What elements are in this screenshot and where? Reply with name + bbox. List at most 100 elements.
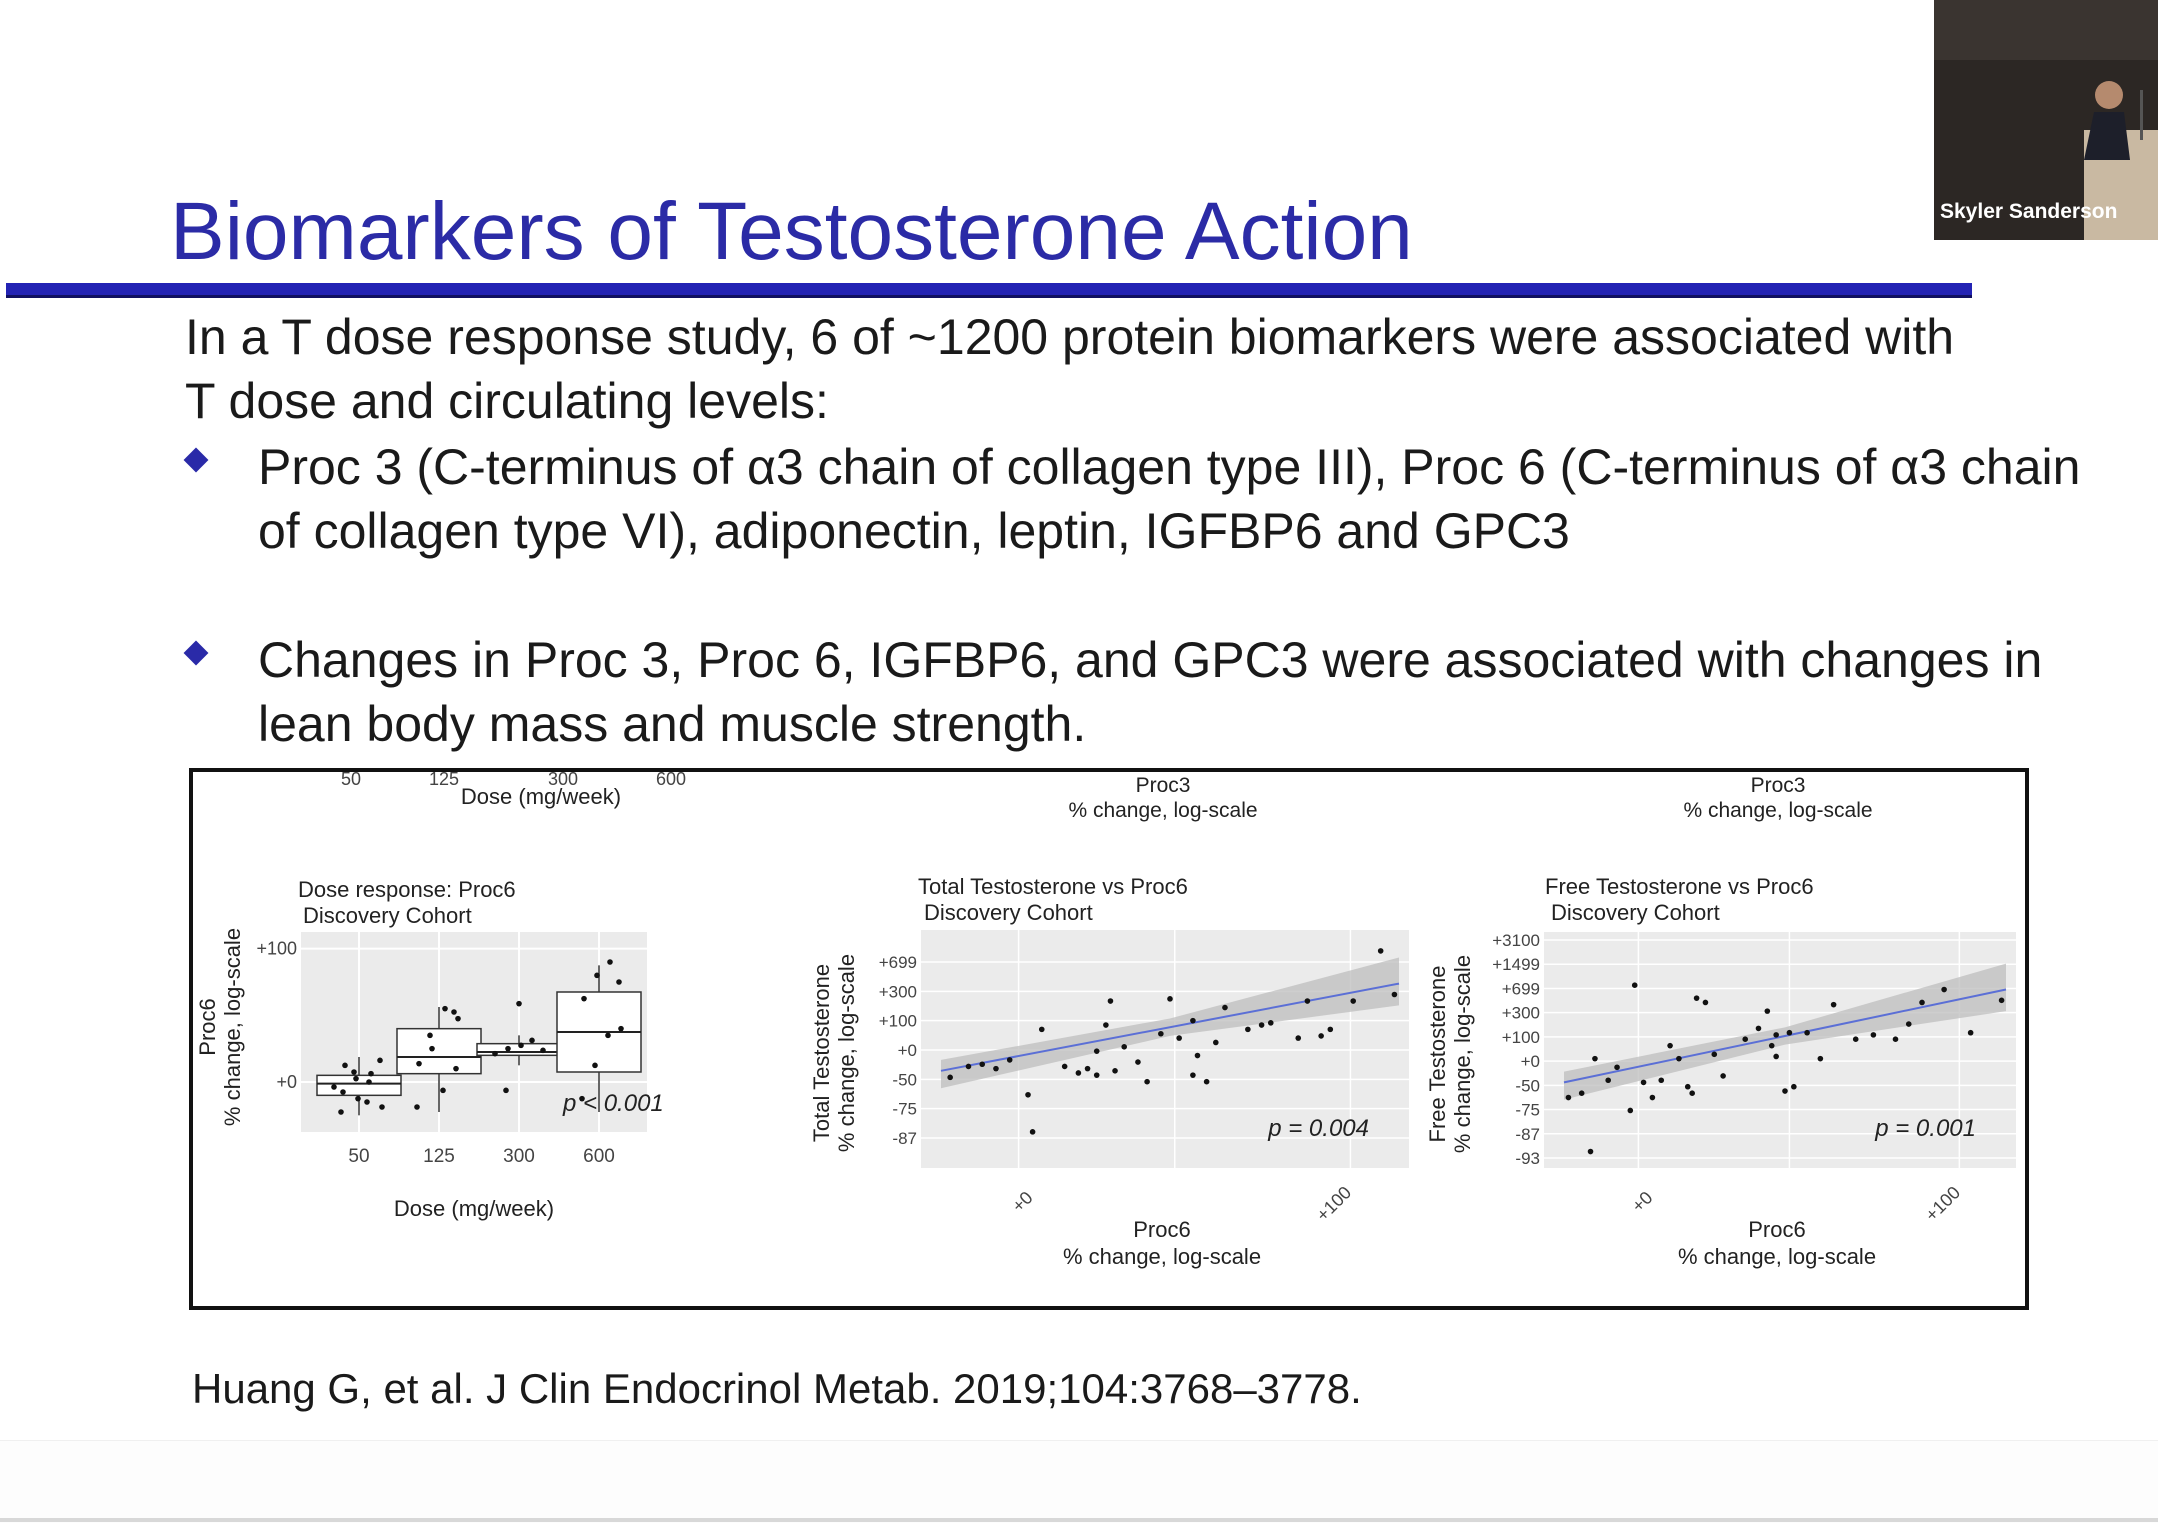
data-point <box>1144 1078 1150 1085</box>
data-point <box>1768 1042 1775 1049</box>
figure-panel: 50 125 300 600 Dose (mg/week) Dose response: … <box>189 768 2029 1310</box>
presenter-video-tile[interactable]: Skyler Sanderson <box>1934 0 2158 240</box>
confidence-band <box>1564 963 2006 1100</box>
data-point <box>1093 1048 1100 1054</box>
data-point <box>1350 998 1356 1004</box>
y-tick-label: -50 <box>892 1070 917 1089</box>
data-point <box>581 995 587 1002</box>
data-point <box>368 1070 374 1077</box>
data-point <box>1773 1053 1779 1060</box>
y-tick-label: +3100 <box>1492 931 1540 950</box>
p-value-annotation: p < 0.001 <box>562 1090 664 1117</box>
data-point <box>1167 996 1173 1002</box>
data-point <box>331 1084 337 1090</box>
diamond-bullet-icon <box>183 640 209 666</box>
data-point <box>414 1104 420 1110</box>
plot-area <box>1544 932 2016 1168</box>
data-point <box>355 1095 361 1102</box>
data-point <box>1605 1077 1611 1084</box>
data-point <box>1587 1148 1594 1155</box>
data-point <box>366 1079 372 1085</box>
data-point <box>1892 1036 1899 1042</box>
data-point <box>1327 1026 1334 1033</box>
data-point <box>618 1025 624 1032</box>
p-value-annotation: p = 0.001 <box>1874 1115 1976 1142</box>
data-point <box>1693 995 1700 1001</box>
cut-top-tick-label: 600 <box>656 772 686 789</box>
data-point <box>338 1109 344 1115</box>
data-point <box>1377 948 1384 954</box>
data-point <box>1318 1033 1324 1039</box>
cut-top-axis-label: Dose (mg/week) <box>461 784 621 809</box>
y-tick-label: -93 <box>1515 1149 1540 1168</box>
y-axis-label: % change, log-scale <box>220 928 245 1126</box>
bullet-text: Changes in Proc 3, Proc 6, IGFBP6, and G… <box>258 632 2043 752</box>
data-point <box>1720 1073 1726 1079</box>
y-tick-label: -87 <box>1515 1125 1540 1144</box>
fit-line <box>940 982 1400 1072</box>
cut-top-title: % change, log-scale <box>1683 799 1872 822</box>
y-tick-label: +699 <box>879 953 917 972</box>
data-point <box>1190 1017 1196 1024</box>
y-tick-label: +300 <box>1502 1004 1540 1023</box>
confidence-band <box>941 957 1399 1089</box>
data-point <box>1786 1029 1793 1036</box>
data-point <box>1667 1042 1673 1049</box>
y-tick-label: +100 <box>879 1012 917 1031</box>
chart-subtitle: Discovery Cohort <box>1551 900 1720 925</box>
data-point <box>503 1087 509 1094</box>
bottom-bar <box>0 1440 2158 1523</box>
data-point <box>518 1042 524 1049</box>
cut-top-title: Proc3 <box>1751 774 1806 797</box>
data-point <box>451 1009 457 1015</box>
data-point <box>1135 1059 1141 1065</box>
data-point <box>1029 1129 1036 1135</box>
data-point <box>1222 1004 1228 1011</box>
x-tick-label: 50 <box>348 1146 369 1167</box>
data-point <box>965 1063 972 1070</box>
data-point <box>1093 1072 1100 1078</box>
data-point <box>1755 1025 1762 1032</box>
data-point <box>1112 1068 1118 1074</box>
data-point <box>1782 1088 1788 1094</box>
y-tick-label: -50 <box>1515 1076 1540 1095</box>
data-point <box>616 979 622 985</box>
y-tick-label: +0 <box>276 1072 297 1092</box>
data-point <box>1075 1070 1082 1076</box>
data-point <box>1267 1020 1274 1026</box>
data-point <box>429 1045 435 1052</box>
cut-top-tick-label: 300 <box>548 772 578 789</box>
y-axis-label: % change, log-scale <box>1450 955 1475 1153</box>
fit-line <box>1563 988 2007 1084</box>
x-tick-label: +0 <box>1628 1187 1657 1216</box>
citation: Huang G, et al. J Clin Endocrinol Metab.… <box>192 1365 1362 1412</box>
data-point <box>1190 1072 1196 1078</box>
data-point <box>1103 1022 1109 1028</box>
data-point <box>1702 999 1709 1006</box>
x-tick-label: 600 <box>583 1146 615 1167</box>
data-point <box>1905 1021 1912 1027</box>
data-point <box>1614 1064 1620 1071</box>
data-point <box>1295 1035 1302 1041</box>
data-point <box>1791 1083 1797 1090</box>
y-tick-label: +300 <box>879 982 917 1001</box>
x-tick-label: +100 <box>1921 1182 1964 1225</box>
data-point <box>1631 982 1638 988</box>
data-point <box>607 959 613 965</box>
data-point <box>1684 1083 1691 1090</box>
x-axis-label: Proc6 <box>1748 1217 1805 1242</box>
chart-subtitle: Discovery Cohort <box>303 903 472 928</box>
slide: Biomarkers of Testosterone Action In a T… <box>6 0 2158 1412</box>
data-point <box>1158 1030 1164 1037</box>
data-point <box>353 1075 359 1082</box>
chart-subtitle: Discovery Cohort <box>924 900 1093 925</box>
data-point <box>455 1015 461 1022</box>
box <box>396 1027 482 1075</box>
y-tick-label: +699 <box>1502 979 1540 998</box>
y-tick-label: -75 <box>892 1100 917 1119</box>
data-point <box>1919 999 1925 1006</box>
data-point <box>592 1062 598 1069</box>
data-point <box>1941 986 1947 993</box>
data-point <box>1649 1094 1656 1101</box>
data-point <box>1998 997 2005 1004</box>
